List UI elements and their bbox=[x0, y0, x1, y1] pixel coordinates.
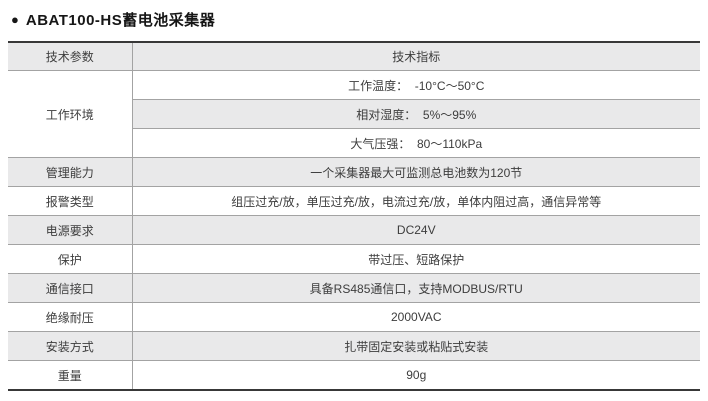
table-row: 工作环境 工作温度： -10°C～50°C bbox=[8, 70, 700, 158]
table-row: 保护 带过压、短路保护 bbox=[8, 244, 700, 274]
spec-cell-pressure: 大气压强： 80～110kPa bbox=[132, 128, 700, 158]
table-row: 报警类型 组压过充/放，单压过充/放，电流过充/放，单体内阻过高，通信异常等 bbox=[8, 186, 700, 216]
spec-cell: 扎带固定安装或粘贴式安装 bbox=[132, 331, 700, 361]
spec-cell: 一个采集器最大可监测总电池数为120节 bbox=[132, 157, 700, 187]
table-row: 管理能力 一个采集器最大可监测总电池数为120节 bbox=[8, 157, 700, 187]
param-cell: 管理能力 bbox=[8, 157, 133, 187]
page-title: ABAT100-HS蓄电池采集器 bbox=[25, 12, 216, 29]
header-cell-spec: 技术指标 bbox=[132, 42, 700, 71]
bullet-icon: ● bbox=[11, 12, 19, 27]
param-cell-environment: 工作环境 bbox=[8, 70, 133, 158]
spec-cell: 组压过充/放，单压过充/放，电流过充/放，单体内阻过高，通信异常等 bbox=[132, 186, 700, 216]
table-row: 安装方式 扎带固定安装或粘贴式安装 bbox=[8, 331, 700, 361]
table-row: 通信接口 具备RS485通信口，支持MODBUS/RTU bbox=[8, 273, 700, 303]
table-row: 重量 90g bbox=[8, 360, 700, 391]
header-cell-param: 技术参数 bbox=[8, 42, 133, 71]
table-row: 相对湿度： 5%～95% bbox=[8, 99, 700, 129]
spec-cell: 90g bbox=[132, 360, 700, 391]
table-header-row: 技术参数 技术指标 bbox=[8, 42, 700, 71]
spec-cell: 2000VAC bbox=[132, 302, 700, 332]
param-cell: 报警类型 bbox=[8, 186, 133, 216]
spec-table: 技术参数 技术指标 工作环境 工作温度： -10°C～50°C 相对湿度： 5%… bbox=[8, 41, 700, 391]
table-row: 绝缘耐压 2000VAC bbox=[8, 302, 700, 332]
spec-cell-humidity: 相对湿度： 5%～95% bbox=[132, 99, 700, 129]
param-cell: 重量 bbox=[8, 360, 133, 391]
param-cell: 保护 bbox=[8, 244, 133, 274]
table-row: 大气压强： 80～110kPa bbox=[8, 128, 700, 158]
spec-cell: DC24V bbox=[132, 215, 700, 245]
param-cell: 安装方式 bbox=[8, 331, 133, 361]
section-title: ● ABAT100-HS蓄电池采集器 bbox=[0, 0, 708, 30]
spec-cell: 具备RS485通信口，支持MODBUS/RTU bbox=[132, 273, 700, 303]
param-cell: 绝缘耐压 bbox=[8, 302, 133, 332]
param-cell: 电源要求 bbox=[8, 215, 133, 245]
param-cell: 通信接口 bbox=[8, 273, 133, 303]
table-row: 电源要求 DC24V bbox=[8, 215, 700, 245]
spec-cell: 带过压、短路保护 bbox=[132, 244, 700, 274]
spec-cell-temperature: 工作温度： -10°C～50°C bbox=[132, 70, 700, 100]
